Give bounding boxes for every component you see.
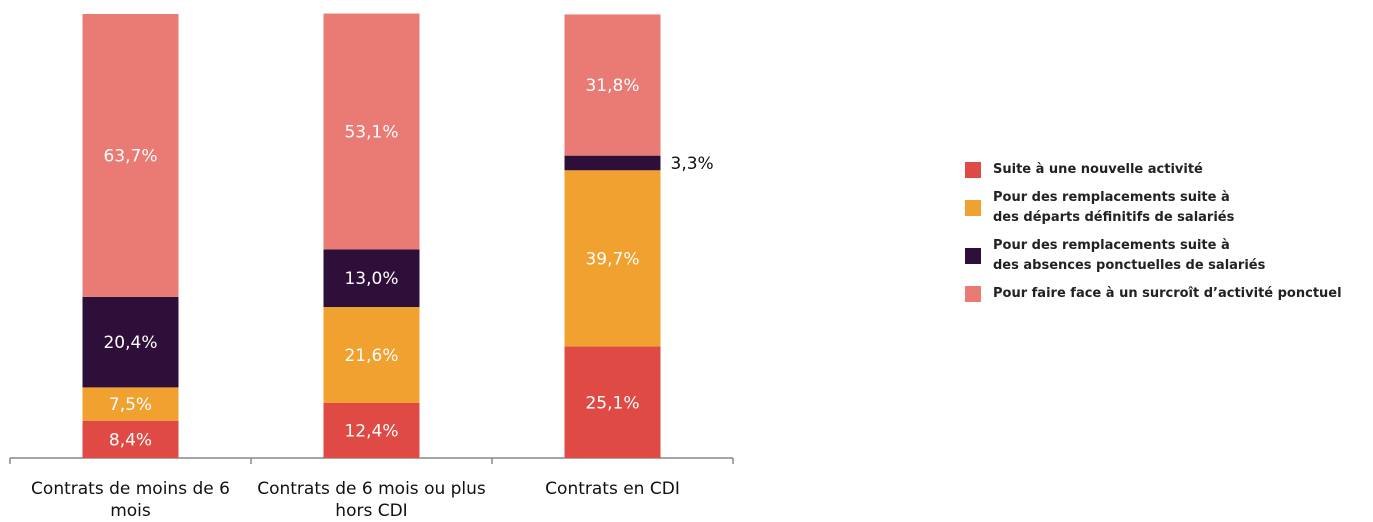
- data-label: 53,1%: [344, 122, 398, 142]
- legend-item: Pour des remplacements suite à des absen…: [965, 236, 1342, 276]
- data-label: 63,7%: [103, 146, 157, 166]
- legend-swatch: [965, 248, 981, 264]
- legend-label: Pour des remplacements suite à des dépar…: [993, 190, 1235, 225]
- data-label: 13,0%: [344, 269, 398, 289]
- x-tick-label: Contrats de moins de 6 mois: [31, 479, 230, 521]
- bar-segment: [564, 14, 661, 156]
- x-tick-label: Contrats de 6 mois ou plus hors CDI: [257, 479, 486, 521]
- data-label: 7,5%: [109, 395, 152, 415]
- data-label: 3,3%: [671, 154, 714, 174]
- legend-item: Pour faire face à un surcroît d’activité…: [965, 284, 1342, 304]
- bar-segment: [323, 307, 420, 403]
- legend-swatch: [965, 162, 981, 178]
- data-label: 25,1%: [585, 393, 639, 413]
- bar-segment: [564, 155, 661, 171]
- data-label: 39,7%: [585, 249, 639, 269]
- bar-segment: [323, 13, 420, 250]
- data-label: 31,8%: [585, 76, 639, 96]
- data-label: 8,4%: [109, 430, 152, 450]
- bar-segment: [323, 402, 420, 458]
- legend-swatch: [965, 286, 981, 302]
- legend: Suite à une nouvelle activité Pour des re…: [965, 160, 1342, 312]
- bar-segment: [82, 296, 179, 388]
- data-label: 12,4%: [344, 421, 398, 441]
- legend-label: Pour faire face à un surcroît d’activité…: [993, 286, 1342, 301]
- bar-segment: [82, 14, 179, 297]
- legend-item: Suite à une nouvelle activité: [965, 160, 1342, 180]
- legend-label: Suite à une nouvelle activité: [993, 162, 1203, 177]
- legend-label: Pour des remplacements suite à des absen…: [993, 238, 1266, 273]
- legend-item: Pour des remplacements suite à des dépar…: [965, 188, 1342, 228]
- bar-segment: [564, 346, 661, 458]
- bar-segment: [323, 249, 420, 308]
- bar-segment: [82, 420, 179, 458]
- legend-swatch: [965, 200, 981, 216]
- data-label: 20,4%: [103, 333, 157, 353]
- data-label: 21,6%: [344, 346, 398, 366]
- bar-segment: [82, 387, 179, 421]
- bar-segment: [564, 170, 661, 347]
- x-tick-label: Contrats en CDI: [545, 479, 680, 499]
